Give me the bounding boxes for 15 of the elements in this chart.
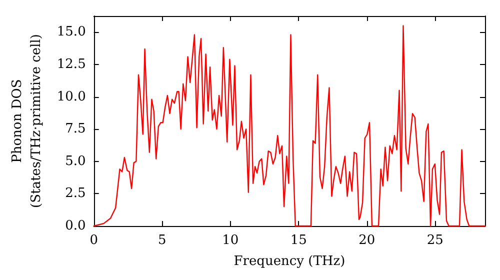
y-tick-label: 2.5: [65, 186, 86, 202]
y-tick-label: 5.0: [65, 154, 86, 169]
x-tick-label: 10: [222, 233, 239, 248]
y-tick-label: 7.5: [65, 122, 86, 137]
y-tick-label: 15.0: [56, 24, 86, 40]
x-tick-label: 15: [290, 233, 307, 248]
y-tick-label: 10.0: [56, 89, 86, 104]
y-tick-label: 0.0: [65, 218, 86, 234]
x-tick-label: 0: [90, 233, 98, 248]
y-axis-title: Phonon DOS (States/THz·primitive cell): [10, 34, 44, 208]
x-tick-label: 20: [358, 233, 376, 248]
x-axis-title: Frequency (THz): [234, 254, 346, 269]
x-tick-label: 25: [426, 233, 444, 248]
y-tick-label: 12.5: [56, 56, 86, 72]
x-tick-label: 5: [158, 233, 166, 248]
